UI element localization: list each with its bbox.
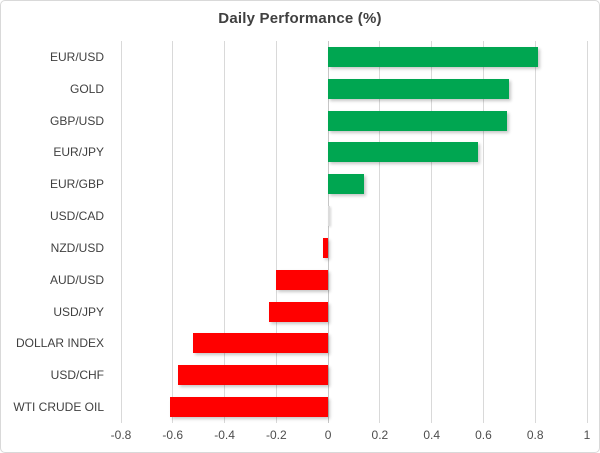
category-label-nzd-usd: NZD/USD (50, 240, 104, 255)
category-axis: EUR/USD GOLD GBP/USD EUR/JPY EUR/GBP USD/CAD N… (1, 41, 111, 423)
gridline (379, 41, 381, 423)
bar-usd-jpy (268, 301, 329, 322)
x-tick-label: 0 (324, 428, 332, 442)
value-axis: -0.8 -0.6 -0.4 -0.2 0 0.2 0.4 0.6 0.8 1 (111, 428, 591, 444)
x-tick-label: -0.6 (162, 428, 184, 442)
category-label-eur-gbp: EUR/GBP (49, 177, 104, 192)
category-label-aud-usd: AUD/USD (49, 272, 104, 287)
bar-eur-usd (328, 46, 538, 67)
category-label-usd-cad: USD/CAD (49, 209, 104, 224)
x-tick-label: 0.8 (526, 428, 544, 442)
bar-usd-cad (328, 206, 331, 227)
x-tick-label: -0.2 (265, 428, 287, 442)
gridline (586, 41, 588, 423)
bar-wti-crude-oil (170, 397, 329, 418)
gridline (482, 41, 484, 423)
bar-aud-usd (276, 269, 329, 290)
x-tick-label: 1 (583, 428, 591, 442)
x-tick-label: -0.8 (110, 428, 132, 442)
gridline (120, 41, 122, 423)
bar-dollar-index (193, 333, 329, 354)
gridline (275, 41, 277, 423)
category-label-usd-chf: USD/CHF (50, 368, 104, 383)
bar-eur-gbp (328, 174, 365, 195)
category-label-dollar-index: DOLLAR INDEX (15, 336, 104, 351)
bar-eur-jpy (328, 142, 479, 163)
zero-axis-line (327, 41, 329, 423)
bar-gold (328, 78, 510, 99)
bar-nzd-usd (322, 237, 329, 258)
chart-title: Daily Performance (%) (218, 10, 382, 27)
x-tick-label: 0.6 (475, 428, 492, 442)
category-label-gbp-usd: GBP/USD (49, 113, 104, 128)
category-label-gold: GOLD (69, 81, 104, 96)
category-label-wti-crude-oil: WTI CRUDE OIL (13, 400, 104, 415)
gridline (431, 41, 433, 423)
category-label-eur-jpy: EUR/JPY (53, 145, 104, 160)
plot-area (120, 41, 588, 423)
x-tick-label: -0.4 (214, 428, 235, 442)
gridline (172, 41, 174, 423)
bar-usd-chf (177, 365, 329, 386)
bar-gbp-usd (328, 110, 507, 131)
gridline (534, 41, 536, 423)
gridline (224, 41, 226, 423)
category-label-usd-jpy: USD/JPY (53, 304, 104, 319)
x-tick-label: 0.2 (371, 428, 389, 442)
category-label-eur-usd: EUR/USD (49, 49, 104, 64)
x-tick-label: 0.4 (423, 428, 440, 442)
